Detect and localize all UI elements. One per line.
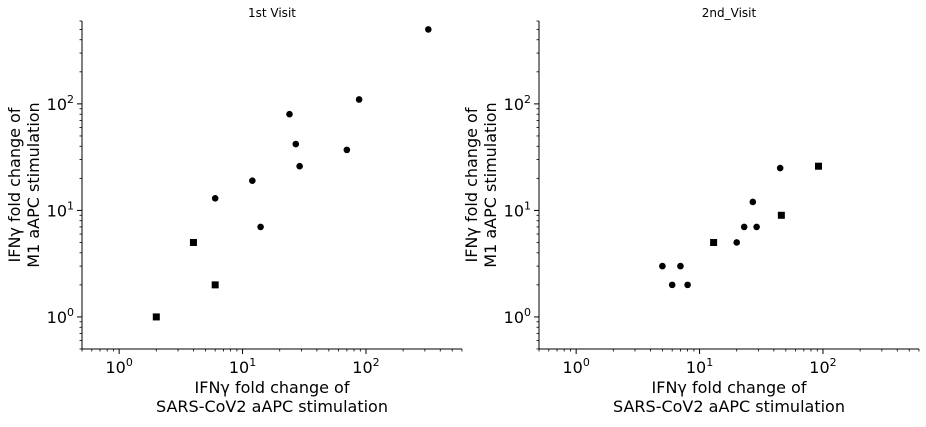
data-point-square	[814, 162, 822, 170]
data-point-circle	[296, 162, 303, 170]
y-tick-label: 102	[47, 93, 74, 114]
data-point-circle	[343, 146, 351, 154]
x-axis-label: SARS-CoV2 aAPC stimulation	[613, 397, 845, 416]
minor-ticks	[79, 20, 463, 352]
chart-title: 2nd_Visit	[702, 6, 757, 20]
x-axis-label: IFNγ fold change of	[652, 378, 807, 397]
series-circle	[211, 26, 432, 231]
y-tick-label: 100	[504, 306, 531, 327]
data-point-circle	[733, 239, 741, 246]
y-tick-label: 102	[504, 93, 531, 114]
series-square	[152, 238, 219, 321]
x-axis-label: SARS-CoV2 aAPC stimulation	[156, 397, 388, 416]
data-point-circle	[286, 110, 293, 118]
data-point-circle	[249, 177, 256, 185]
data-point-circle	[659, 262, 666, 270]
y-tick-label: 101	[47, 199, 74, 220]
series-circle	[659, 164, 784, 289]
y-axis-label: IFNγ fold change of	[462, 107, 481, 262]
y-axis-label: M1 aAPC stimulation	[24, 102, 43, 267]
data-point-circle	[677, 262, 684, 270]
x-tick-label: 100	[562, 356, 589, 377]
data-point-square	[211, 281, 219, 289]
x-tick-label: 102	[809, 356, 836, 377]
data-point-circle	[355, 96, 363, 103]
data-point-square	[777, 211, 785, 219]
data-point-circle	[257, 223, 264, 231]
data-point-square	[152, 313, 160, 321]
data-point-circle	[753, 223, 760, 231]
x-tick-label: 102	[352, 356, 379, 377]
data-point-circle	[292, 140, 300, 148]
data-point-square	[189, 238, 197, 246]
data-point-circle	[749, 198, 757, 206]
y-axis-label: IFNγ fold change of	[5, 107, 24, 262]
minor-ticks	[536, 20, 920, 352]
data-point-circle	[425, 26, 432, 33]
data-point-circle	[668, 281, 676, 289]
data-point-circle	[211, 194, 219, 202]
x-axis-label: IFNγ fold change of	[195, 378, 350, 397]
data-point-circle	[776, 164, 784, 172]
x-tick-label: 101	[229, 356, 256, 377]
data-point-circle	[740, 223, 748, 231]
data-point-circle	[684, 281, 691, 289]
x-tick-label: 100	[105, 356, 132, 377]
y-axis-label: M1 aAPC stimulation	[481, 102, 500, 267]
y-tick-label: 100	[47, 306, 74, 327]
x-tick-label: 101	[686, 356, 713, 377]
y-tick-label: 101	[504, 199, 531, 220]
chart-title: 1st Visit	[248, 6, 296, 20]
data-point-square	[710, 238, 718, 246]
series-square	[710, 162, 822, 246]
